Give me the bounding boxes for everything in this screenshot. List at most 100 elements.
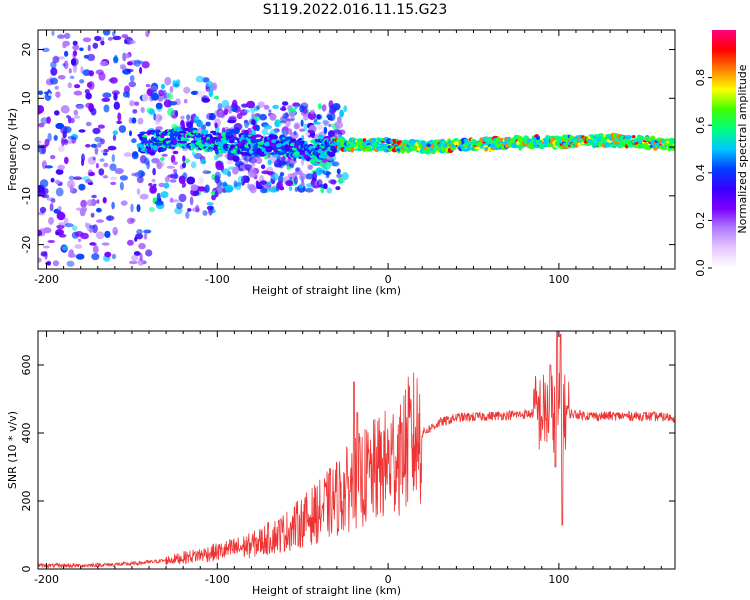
snr-y-tick-label: 400 [20, 423, 33, 444]
spectrogram-cell [189, 127, 198, 131]
spectrogram-cell [83, 54, 89, 59]
spectrogram-cell [92, 42, 99, 49]
spectrogram-cell [131, 138, 137, 144]
spectrogram-cell [100, 138, 105, 145]
spectrogram-cell [304, 188, 314, 193]
spectrogram-cell [256, 138, 260, 143]
spectrogram-cell [89, 242, 96, 246]
spectrogram-cell [146, 88, 153, 96]
spectrogram-cell [167, 107, 175, 117]
spectrogram-cell [247, 183, 251, 190]
spectrogram-cell [337, 116, 342, 124]
spectrogram-cell [304, 141, 308, 145]
spectrogram-cell [281, 101, 289, 106]
spectrogram-cell [120, 200, 128, 206]
spectrogram-cell [172, 150, 179, 155]
spectrogram-cell [155, 102, 163, 110]
spectrogram-cell [250, 173, 259, 179]
spectrogram-cell [272, 172, 279, 181]
snr-x-tick-label: -200 [34, 573, 59, 586]
spectrogram-cell [98, 168, 105, 176]
spectrogram-cell [89, 228, 93, 233]
spectrogram-cell [214, 171, 221, 181]
spectrogram-cell [178, 193, 187, 203]
spectrogram-cell [50, 77, 58, 85]
spectrogram-cell [78, 183, 86, 191]
spectrogram-cell [103, 104, 110, 113]
spectrogram-cell [78, 129, 86, 133]
spectrogram-cell [55, 91, 61, 98]
spectrogram-cell [101, 97, 111, 102]
colorbar-tick-label: 0.4 [694, 164, 707, 182]
spectrogram-cell [173, 81, 180, 88]
spectrogram-cell [643, 142, 649, 146]
spectrogram-cell [79, 79, 85, 84]
spectrogram-cell [137, 60, 144, 64]
spectrogram-cell [169, 173, 179, 180]
spectrogram-cell [66, 260, 75, 267]
spectrogram-cell [95, 69, 104, 75]
spectrogram-cell [104, 251, 112, 258]
spectrogram-cell [211, 194, 217, 201]
spectrogram-cell [86, 82, 92, 88]
spectrogram-cell [169, 179, 177, 183]
spectrogram-cell [193, 153, 203, 160]
spectrogram-cell [99, 158, 105, 162]
spectrogram-cell [100, 40, 105, 46]
spectrogram-cell [128, 260, 138, 265]
spectrogram-cell [255, 124, 260, 132]
spectrogram-cell [55, 168, 64, 175]
spectrogram-cell [131, 254, 139, 261]
spectrogram-cell [166, 165, 175, 169]
colorbar-tick-label: 0.8 [694, 69, 707, 87]
spectrogram-cell [163, 182, 170, 189]
spectrogram-cell [158, 182, 165, 188]
spectrogram-cell [72, 40, 78, 46]
spectrogram-cell [263, 124, 273, 130]
spectrogram-cell [195, 204, 200, 212]
spectrogram-cell [186, 114, 191, 121]
spectrogram-cell [48, 216, 54, 225]
spectrogram-cell [67, 136, 74, 140]
spectrogram-cell [169, 85, 174, 93]
spectrogram-cell [61, 245, 68, 251]
spectrogram-cell [44, 165, 53, 169]
spectrogram-cell [217, 103, 223, 110]
spectrogram-cell [267, 180, 272, 186]
spectrogram-cell [161, 153, 168, 157]
spectrogram-cell [257, 101, 265, 108]
spectrogram-cell [107, 145, 117, 151]
spectrogram-cell [54, 110, 60, 116]
spectrogram-cell [141, 134, 148, 138]
spectrogram-cell [564, 134, 569, 140]
spectrogram-cell [111, 253, 117, 260]
spectrogram-cell [254, 116, 261, 122]
spectrogram-cell [57, 164, 65, 171]
spectrogram-cell [248, 157, 257, 164]
spectrogram-cell [88, 225, 96, 229]
spectrogram-cell [126, 61, 133, 66]
spectrogram-cell [269, 113, 277, 121]
spectrogram-cell [317, 103, 322, 110]
spectrogram-cell [338, 177, 344, 184]
spectrogram-cell [41, 146, 46, 155]
spectrogram-cell [126, 239, 134, 246]
spectrogram-cell [63, 60, 69, 70]
spectrogram-cell [96, 219, 104, 223]
spectrogram-cell [55, 231, 60, 236]
spectrogram-cell [135, 233, 144, 240]
spectrogram-cell [137, 258, 145, 266]
spectrogram-cell [272, 104, 279, 110]
spectrogram-cell [463, 138, 468, 143]
spectrogram-cell [171, 199, 180, 203]
spectrogram-cell [67, 179, 75, 189]
spectrogram-cell [57, 34, 65, 39]
spectrogram-cell [52, 56, 60, 64]
spectrogram-cell [69, 75, 75, 80]
spectrogram-cell [316, 179, 323, 188]
spectrogram-cell [268, 109, 272, 113]
spectrogram-cell [281, 155, 286, 162]
spectrogram-cell [154, 200, 164, 206]
spectrogram-cell [299, 104, 305, 113]
spectrogram-cell [64, 50, 69, 57]
